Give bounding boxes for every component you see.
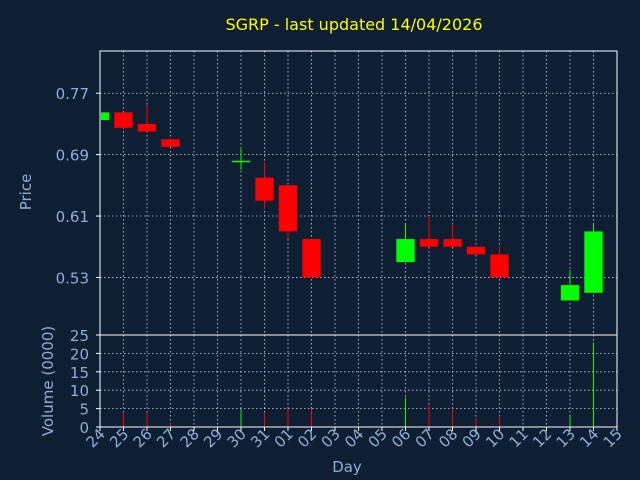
candle-body — [114, 112, 133, 128]
x-tick-label: 08 — [435, 425, 461, 451]
price-tick-label: 0.77 — [56, 85, 89, 103]
volume-tick-label: 15 — [70, 364, 89, 382]
volume-panel-frame — [99, 334, 618, 428]
x-tick-label: 11 — [506, 425, 532, 451]
x-tick-label: 30 — [224, 425, 250, 451]
tick-labels: 0.770.690.610.53051015202524252627282930… — [56, 85, 626, 451]
x-tick-label: 31 — [247, 425, 273, 451]
x-tick-label: 09 — [459, 425, 485, 451]
candle-body — [560, 285, 580, 301]
volume-tick-label: 5 — [79, 401, 89, 419]
x-tick-label: 04 — [341, 425, 367, 451]
x-tick-label: 25 — [106, 425, 132, 451]
candle-body — [490, 254, 509, 278]
candle-body — [278, 185, 298, 232]
price-axis-label: Price — [17, 174, 35, 211]
x-tick-label: 02 — [294, 425, 320, 451]
x-tick-label: 01 — [271, 425, 297, 451]
x-axis-label: Day — [332, 458, 362, 476]
x-tick-label: 05 — [365, 425, 391, 451]
x-tick-label: 15 — [600, 425, 626, 451]
volume-tick-label: 20 — [70, 345, 89, 363]
volume-axis-label: Volume (0000) — [39, 326, 57, 436]
price-tick-label: 0.53 — [56, 269, 89, 287]
x-tick-label: 06 — [388, 425, 414, 451]
x-tick-label: 10 — [482, 425, 508, 451]
x-tick-label: 12 — [529, 425, 555, 451]
chart-title: SGRP - last updated 14/04/2026 — [225, 15, 482, 34]
grid-lines — [100, 51, 617, 427]
x-tick-label: 29 — [200, 425, 226, 451]
price-candles — [99, 104, 603, 301]
candle-body — [466, 246, 486, 255]
x-tick-label: 03 — [318, 425, 344, 451]
x-tick-label: 28 — [177, 425, 203, 451]
price-tick-label: 0.61 — [56, 208, 89, 226]
x-tick-label: 14 — [576, 425, 602, 451]
x-tick-label: 13 — [553, 425, 579, 451]
candle-body — [101, 112, 110, 121]
price-tick-label: 0.69 — [56, 147, 89, 165]
candle-body — [255, 177, 274, 201]
volume-bars — [123, 342, 594, 427]
candle-body — [419, 239, 439, 247]
candle-body — [161, 139, 180, 147]
x-tick-label: 26 — [130, 425, 156, 451]
volume-tick-label: 25 — [70, 327, 89, 345]
candle-body — [231, 160, 251, 163]
volume-tick-label: 10 — [70, 382, 89, 400]
x-tick-label: 07 — [412, 425, 438, 451]
candle-body — [584, 231, 603, 293]
candle-body — [443, 239, 462, 247]
candle-body — [137, 123, 157, 132]
x-tick-label: 27 — [153, 425, 179, 451]
volume-tick-label: 0 — [79, 419, 89, 437]
candle-body — [396, 239, 415, 263]
candle-body — [302, 239, 321, 278]
